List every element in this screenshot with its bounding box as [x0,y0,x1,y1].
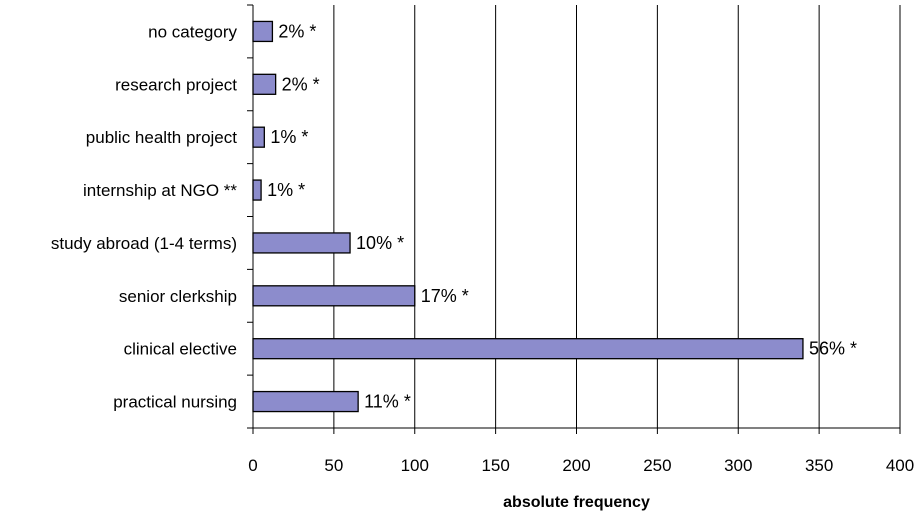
category-label: senior clerkship [119,287,237,306]
bar [252,126,265,148]
data-label: 2% * [282,74,320,94]
bar [252,232,351,254]
category-label: public health project [86,128,237,147]
bar [252,20,274,43]
category-label: practical nursing [113,393,237,412]
data-labels: 2% * 2% * 1% * 1% * 10% * 17% * 56% * 11% * [267,21,857,411]
x-axis-title: absolute frequency [503,494,650,511]
category-label: no category [148,22,237,41]
bar [252,390,359,413]
data-label: 11% * [364,392,411,412]
x-tick-label: 200 [562,456,590,475]
data-label: 17% * [421,286,469,306]
bar [252,179,262,201]
x-tick-labels: 0 50 100 150 200 250 300 350 400 [248,456,914,475]
bars [252,20,804,413]
x-tick-label: 100 [401,456,429,475]
x-tick-label: 50 [324,456,343,475]
data-label: 1% * [270,127,308,147]
gridlines [333,5,901,428]
x-tick-label: 150 [481,456,509,475]
category-label: clinical elective [124,340,237,359]
bar [252,73,277,95]
bar [252,285,416,307]
x-tick-label: 350 [805,456,833,475]
data-label: 56% * [809,339,857,359]
x-tick-label: 250 [643,456,671,475]
x-tick-label: 400 [886,456,914,475]
category-label: research project [115,75,237,94]
data-label: 1% * [267,180,305,200]
bar [252,338,804,360]
x-tick-label: 300 [724,456,752,475]
category-labels: no category research project public health… [51,22,238,411]
data-label: 2% * [278,21,316,41]
category-label: study abroad (1-4 terms) [51,234,237,253]
x-tick-label: 0 [248,456,257,475]
category-label: internship at NGO ** [83,181,237,200]
data-label: 10% * [356,233,404,253]
axes [247,4,901,434]
